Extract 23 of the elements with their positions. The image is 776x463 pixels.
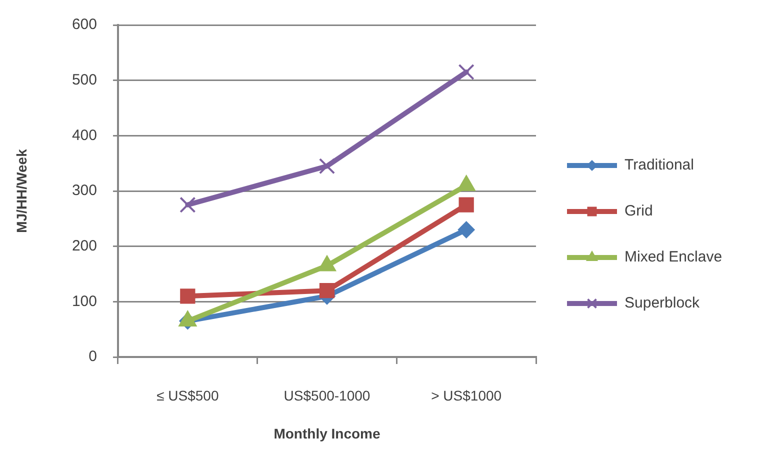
y-tick-label: 100 <box>72 292 97 310</box>
y-axis-title: MJ/HH/Week <box>13 148 30 233</box>
x-tick-label: ≤ US$500 <box>156 387 219 404</box>
x-axis-title: Monthly Income <box>274 425 380 442</box>
y-tick-label: 200 <box>72 237 97 254</box>
y-tick-label: 400 <box>72 126 97 144</box>
y-tick-label: 300 <box>72 182 97 200</box>
legend-label: Mixed Enclave <box>624 248 722 266</box>
point <box>180 288 196 304</box>
x-tick-label: US$500-1000 <box>284 387 370 404</box>
y-tick-label: 0 <box>88 348 97 366</box>
y-tick-label: 500 <box>72 71 97 88</box>
x-tick-label: > US$1000 <box>431 387 502 404</box>
point <box>458 197 474 212</box>
legend-label: Traditional <box>624 156 694 174</box>
point <box>458 221 475 238</box>
legend-label: Superblock <box>624 294 700 312</box>
y-tick-label: 600 <box>72 16 97 34</box>
point <box>318 158 336 174</box>
point <box>458 64 474 80</box>
legend-label: Grid <box>624 202 653 220</box>
point <box>180 196 196 213</box>
point <box>319 283 335 298</box>
